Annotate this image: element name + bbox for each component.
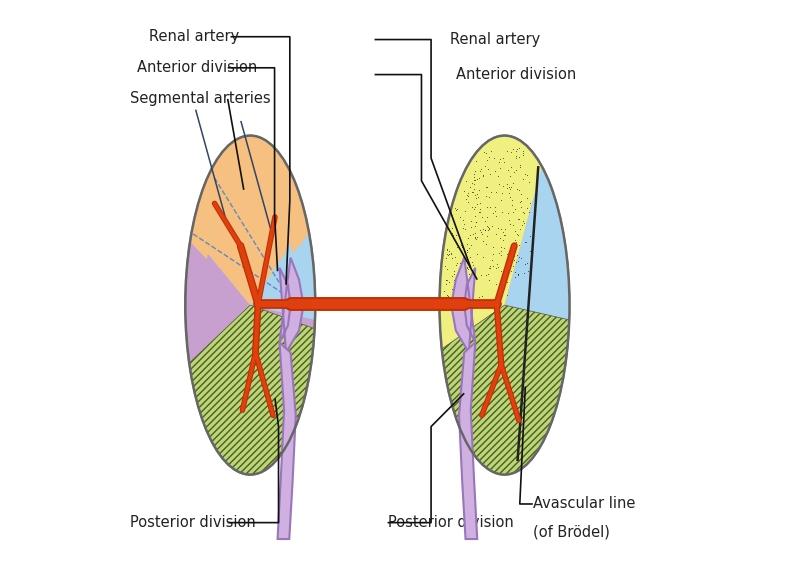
Text: Posterior division: Posterior division: [387, 515, 514, 530]
Polygon shape: [451, 258, 475, 353]
Polygon shape: [442, 305, 570, 475]
Text: Renal artery: Renal artery: [450, 32, 540, 47]
Text: Posterior division: Posterior division: [130, 515, 256, 530]
Polygon shape: [279, 258, 303, 353]
Text: (of Brödel): (of Brödel): [533, 525, 610, 540]
Polygon shape: [190, 136, 309, 259]
Text: Avascular line: Avascular line: [533, 497, 635, 511]
Text: Segmental arteries: Segmental arteries: [130, 92, 270, 106]
Polygon shape: [505, 166, 570, 452]
Text: Renal artery: Renal artery: [149, 29, 239, 44]
Ellipse shape: [439, 136, 570, 475]
Ellipse shape: [186, 136, 315, 475]
Polygon shape: [278, 342, 296, 539]
Polygon shape: [190, 305, 314, 475]
Text: Anterior division: Anterior division: [138, 60, 258, 75]
Polygon shape: [208, 183, 290, 305]
Polygon shape: [439, 136, 542, 349]
Polygon shape: [459, 342, 478, 539]
Polygon shape: [440, 136, 542, 295]
Text: Anterior division: Anterior division: [457, 67, 577, 82]
Polygon shape: [191, 136, 306, 305]
Polygon shape: [191, 136, 315, 320]
